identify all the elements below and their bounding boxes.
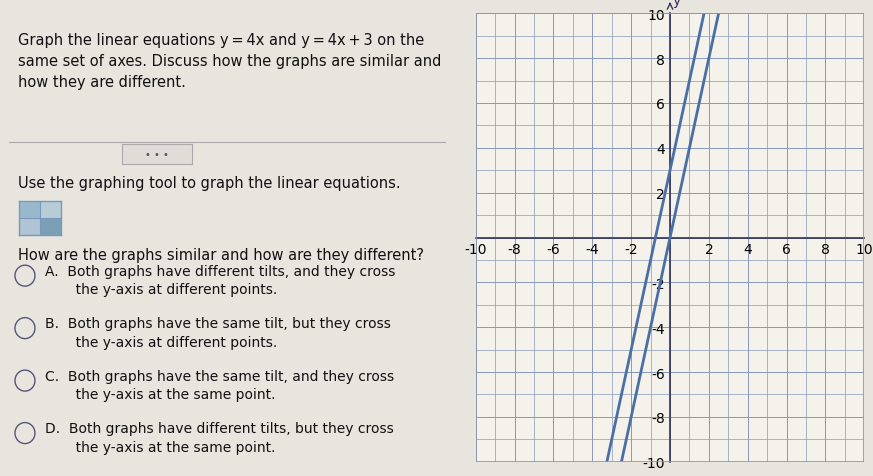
- Bar: [19, 201, 40, 218]
- Text: How are the graphs similar and how are they different?: How are the graphs similar and how are t…: [18, 248, 424, 262]
- Text: Graph the linear equations y = 4x and y = 4x + 3 on the
same set of axes. Discus: Graph the linear equations y = 4x and y …: [18, 33, 442, 90]
- Text: • • •: • • •: [145, 149, 169, 159]
- Text: y: y: [673, 0, 681, 8]
- Bar: [19, 218, 40, 236]
- Bar: [40, 201, 61, 218]
- Text: A.  Both graphs have different tilts, and they cross
       the y-axis at differ: A. Both graphs have different tilts, and…: [45, 264, 395, 297]
- Text: C.  Both graphs have the same tilt, and they cross
       the y-axis at the same: C. Both graphs have the same tilt, and t…: [45, 369, 395, 401]
- Text: B.  Both graphs have the same tilt, but they cross
       the y-axis at differen: B. Both graphs have the same tilt, but t…: [45, 317, 391, 349]
- Text: D.  Both graphs have different tilts, but they cross
       the y-axis at the sa: D. Both graphs have different tilts, but…: [45, 421, 394, 454]
- Bar: [40, 218, 61, 236]
- Text: Use the graphing tool to graph the linear equations.: Use the graphing tool to graph the linea…: [18, 176, 401, 191]
